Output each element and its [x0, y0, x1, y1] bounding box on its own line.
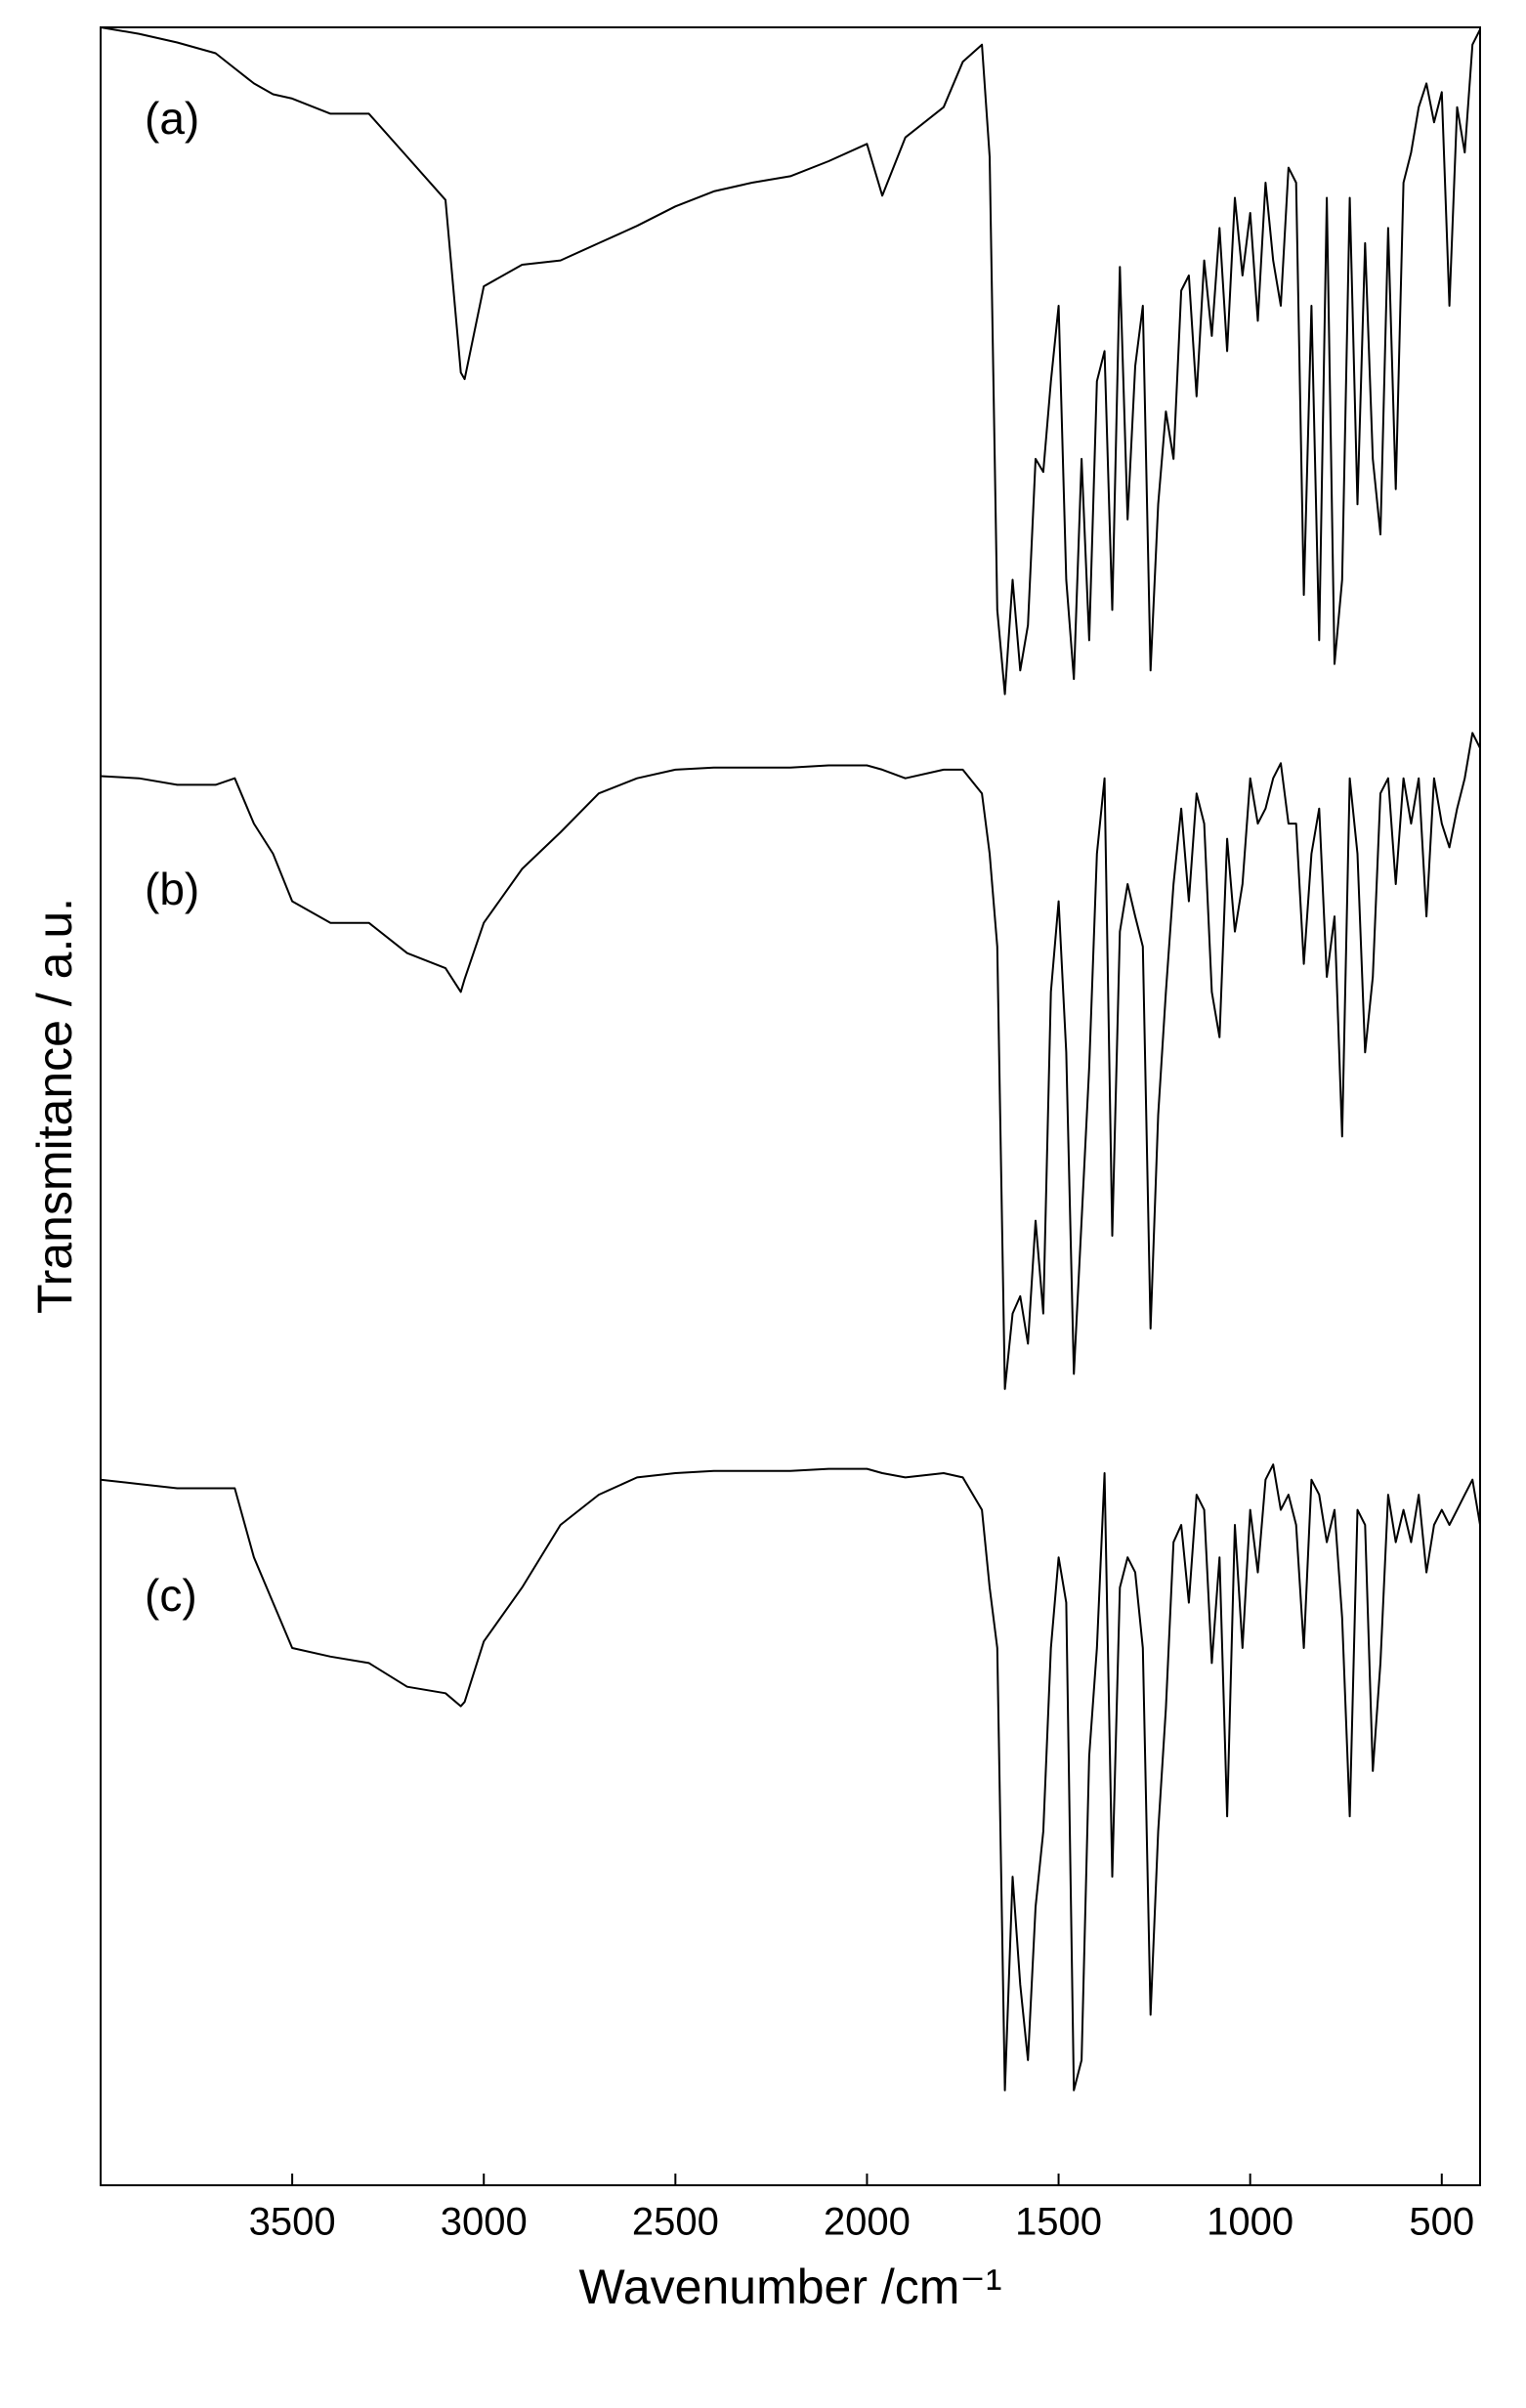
x-tick-label: 2000	[824, 2201, 911, 2244]
x-tick-label: 500	[1409, 2201, 1474, 2244]
series-label: (b)	[145, 864, 199, 914]
x-tick-label: 1000	[1207, 2201, 1293, 2244]
plot-frame	[100, 26, 1481, 2186]
spectrum-line	[100, 26, 1481, 696]
spectrum-line	[100, 732, 1481, 1390]
series-label: (c)	[145, 1570, 197, 1621]
x-tick-label: 3500	[249, 2201, 336, 2244]
x-axis-title: Wavenumber /cm⁻¹	[579, 2260, 1002, 2314]
spectrum-line	[100, 1463, 1481, 2091]
x-tick-label: 2500	[632, 2201, 719, 2244]
y-axis-title: Transmitance / a.u.	[27, 898, 82, 1314]
x-tick-label: 3000	[441, 2201, 528, 2244]
x-tick-label: 1500	[1015, 2201, 1102, 2244]
series-label: (a)	[145, 93, 199, 144]
